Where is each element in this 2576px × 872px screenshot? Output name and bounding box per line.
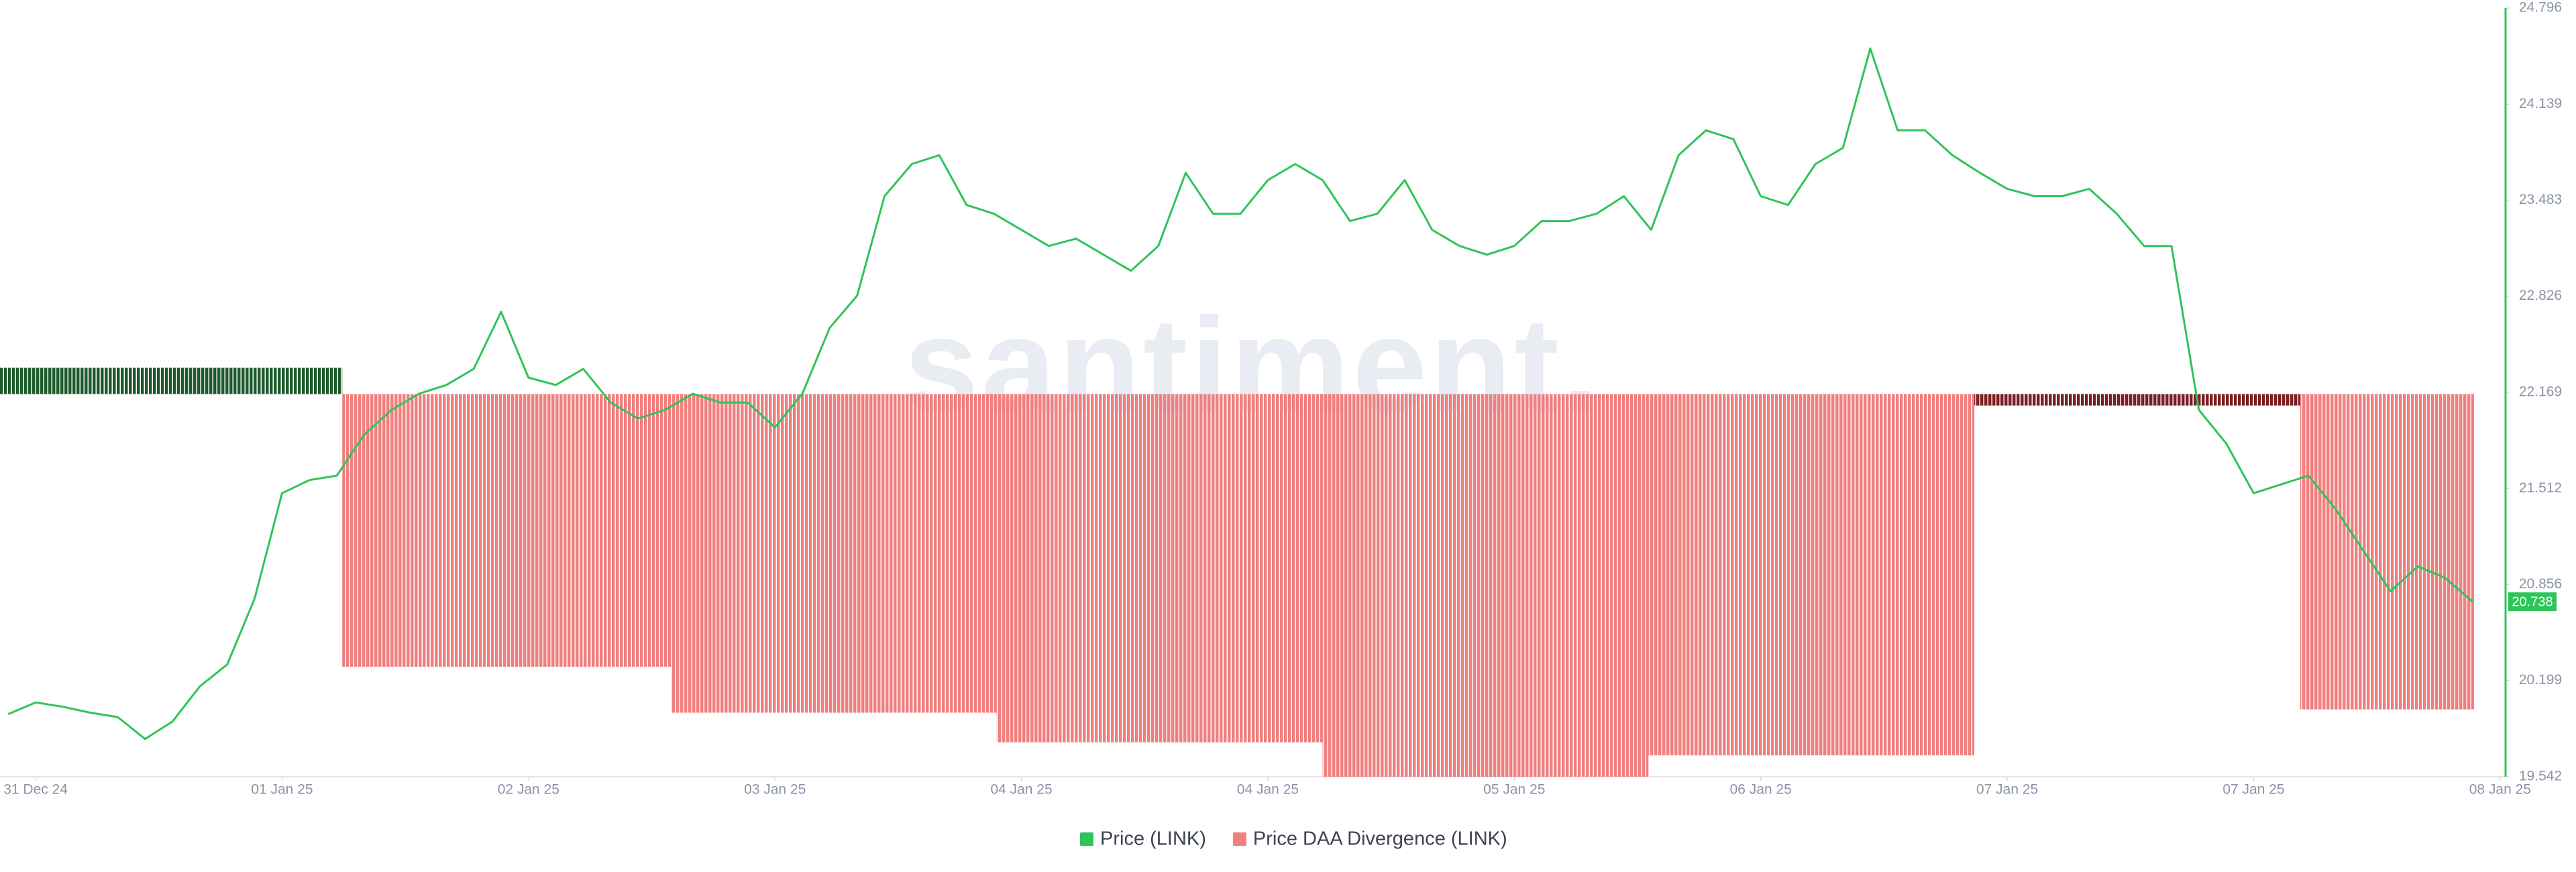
- price-tag-label: 20.738: [2512, 594, 2553, 609]
- x-tick-label: 01 Jan 25: [251, 782, 313, 798]
- x-tick-label: 31 Dec 24: [3, 782, 68, 798]
- x-tick-label: 07 Jan 25: [2222, 782, 2284, 798]
- divergence-bar: [342, 394, 672, 667]
- y-tick-label: 22.826: [2519, 288, 2562, 303]
- y-tick-label: 20.856: [2519, 576, 2562, 592]
- x-tick-label: 08 Jan 25: [2469, 782, 2531, 798]
- price-line: [7, 47, 2473, 741]
- divergence-bar: [2300, 394, 2475, 710]
- y-tick-label: 20.199: [2519, 672, 2562, 688]
- divergence-bar: [996, 394, 1323, 743]
- divergence-bar: [1648, 394, 1975, 756]
- x-tick-label: 04 Jan 25: [990, 782, 1052, 798]
- legend-label: Price DAA Divergence (LINK): [1253, 828, 1507, 850]
- y-tick-label: 24.796: [2519, 0, 2562, 15]
- x-tick-label: 03 Jan 25: [744, 782, 806, 798]
- legend-swatch: [1080, 832, 1093, 846]
- legend-label: Price (LINK): [1100, 828, 1206, 850]
- y-tick-label: 22.169: [2519, 384, 2562, 400]
- x-tick-label: 04 Jan 25: [1237, 782, 1299, 798]
- x-tick-label: 06 Jan 25: [1730, 782, 1792, 798]
- x-tick-label: 07 Jan 25: [1976, 782, 2038, 798]
- legend-swatch: [1232, 832, 1246, 846]
- divergence-bar: [1322, 394, 1649, 777]
- x-tick-label: 02 Jan 25: [498, 782, 559, 798]
- y-tick-label: 21.512: [2519, 480, 2562, 496]
- y-tick-label: 23.483: [2519, 192, 2562, 207]
- y-tick-label: 24.139: [2519, 96, 2562, 111]
- y-tick-label: 19.542: [2519, 769, 2562, 784]
- divergence-bar: [1974, 394, 2300, 406]
- x-tick-label: 05 Jan 25: [1483, 782, 1545, 798]
- price-tag: [2508, 592, 2557, 612]
- divergence-bar: [0, 368, 343, 394]
- divergence-bar: [671, 394, 997, 713]
